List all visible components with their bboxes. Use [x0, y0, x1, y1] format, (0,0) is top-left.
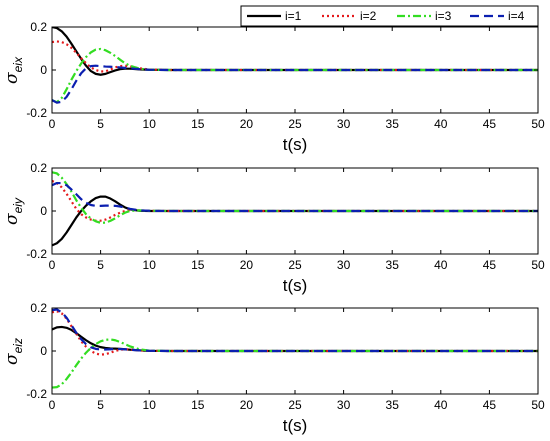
series-group — [52, 27, 538, 104]
x-tick-label: 40 — [434, 117, 448, 131]
series-line-3 — [52, 338, 538, 389]
series-line-1 — [52, 325, 538, 353]
x-tick-label: 5 — [97, 398, 104, 412]
y-axis-label: σeix — [2, 56, 25, 84]
x-tick-label: 0 — [49, 258, 56, 272]
panel-2: 0 5 10 15 20 25 30 35 40 45 50-0.200.2t(s)σeiy — [2, 161, 545, 295]
x-tick-label: 45 — [483, 398, 497, 412]
x-tick-label: 45 — [483, 117, 497, 131]
legend-label-1: i=1 — [285, 9, 302, 23]
x-tick-label: 10 — [143, 398, 157, 412]
series-group — [52, 308, 538, 389]
x-tick-label: 40 — [434, 398, 448, 412]
x-tick-label: 10 — [143, 117, 157, 131]
y-tick-label: 0 — [40, 344, 47, 358]
x-tick-label: 30 — [337, 258, 351, 272]
series-group — [52, 171, 538, 247]
series-line-4 — [52, 308, 538, 353]
series-line-2 — [52, 179, 538, 222]
x-tick-label: 15 — [191, 258, 205, 272]
x-tick-label: 45 — [483, 258, 497, 272]
x-tick-label: 40 — [434, 258, 448, 272]
x-tick-label: 20 — [240, 258, 254, 272]
y-tick-label: -0.2 — [26, 247, 47, 261]
x-tick-label: 25 — [288, 258, 302, 272]
legend: i=1 i=2 i=3 i=4 — [240, 5, 539, 27]
legend-label-3: i=3 — [435, 9, 452, 23]
y-tick-label: 0 — [40, 63, 47, 77]
x-axis-label: t(s) — [283, 135, 308, 154]
legend-box — [240, 5, 539, 27]
x-tick-label: 35 — [386, 258, 400, 272]
series-line-3 — [52, 47, 538, 104]
x-tick-label: 25 — [288, 117, 302, 131]
x-tick-label: 0 — [49, 398, 56, 412]
x-tick-label: 30 — [337, 398, 351, 412]
x-tick-label: 15 — [191, 117, 205, 131]
x-axis-label: t(s) — [283, 416, 308, 435]
x-tick-label: 5 — [97, 117, 104, 131]
x-tick-label: 35 — [386, 398, 400, 412]
series-line-2 — [52, 40, 538, 73]
x-axis-label: t(s) — [283, 276, 308, 295]
x-tick-label: 30 — [337, 117, 351, 131]
y-axis-symbol: σ — [2, 353, 22, 365]
y-axis-subscript: eiz — [11, 338, 25, 353]
y-axis-subscript: eiy — [11, 197, 25, 213]
x-tick-label: 5 — [97, 258, 104, 272]
y-axis-label: σeiz — [2, 338, 25, 365]
y-axis-label: σeiy — [2, 197, 25, 225]
y-axis-symbol: σ — [2, 213, 22, 225]
y-tick-label: 0.2 — [30, 161, 47, 175]
x-tick-label: 0 — [49, 117, 56, 131]
panel-3: 0 5 10 15 20 25 30 35 40 45 50-0.200.2t(s)σeiz — [2, 301, 545, 435]
y-tick-label: 0.2 — [30, 301, 47, 315]
x-tick-label: 10 — [143, 258, 157, 272]
y-tick-label: -0.2 — [26, 387, 47, 401]
series-line-4 — [52, 181, 538, 213]
panel-1: 0 5 10 15 20 25 30 35 40 45 50-0.200.2t(s)σeix — [2, 20, 545, 154]
x-tick-label: 35 — [386, 117, 400, 131]
y-tick-label: 0.2 — [30, 20, 47, 34]
x-tick-label: 50 — [531, 117, 545, 131]
y-tick-label: 0 — [40, 204, 47, 218]
series-line-4 — [52, 64, 538, 104]
x-tick-label: 50 — [531, 398, 545, 412]
x-tick-label: 50 — [531, 258, 545, 272]
x-tick-label: 25 — [288, 398, 302, 412]
x-tick-label: 20 — [240, 117, 254, 131]
x-tick-label: 15 — [191, 398, 205, 412]
y-axis-symbol: σ — [2, 72, 22, 84]
y-axis-subscript: eix — [11, 56, 25, 72]
y-tick-label: -0.2 — [26, 106, 47, 120]
legend-label-4: i=4 — [508, 9, 525, 23]
x-tick-label: 20 — [240, 398, 254, 412]
legend-label-2: i=2 — [360, 9, 377, 23]
